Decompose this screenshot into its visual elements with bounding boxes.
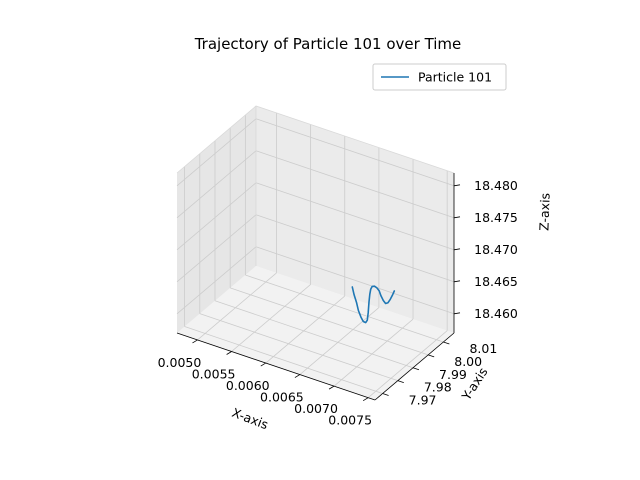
legend-label-particle-101: Particle 101: [418, 70, 492, 85]
y-grid-floor-line: [184, 326, 383, 394]
x-tick-label: 0.0060: [226, 378, 270, 393]
x-tick-mark: [226, 351, 232, 355]
z-grid-side-line: [176, 214, 257, 283]
z-grid-side-line: [176, 182, 257, 251]
z-grid-side-line: [176, 246, 257, 315]
z-tick-mark: [453, 280, 461, 283]
z-tick-label: 18.460: [474, 306, 518, 321]
y-grid-floor-line: [230, 287, 429, 356]
y-tick-mark: [397, 380, 404, 384]
z-grid-wall-line: [255, 118, 455, 187]
z-tick-label: 18.480: [474, 178, 518, 193]
x-grid-floor-line: [367, 330, 448, 398]
y-tick-label: 7.98: [424, 380, 452, 395]
z-tick-label: 18.475: [474, 210, 518, 225]
z-grid-wall-line: [255, 246, 455, 315]
z-tick-mark: [453, 312, 461, 315]
y-tick-mark: [412, 367, 420, 371]
x-axis-line: [176, 332, 376, 401]
z-tick-label: 18.465: [474, 274, 518, 289]
y-tick-label: 7.97: [409, 393, 437, 408]
axes-grid: [176, 112, 455, 398]
chart-title: Trajectory of Particle 101 over Time: [194, 35, 462, 53]
z-grid-wall-line: [255, 214, 455, 283]
x-axis-label: X-axis: [230, 405, 270, 432]
z-grid-side-line: [176, 150, 257, 219]
y-tick-mark: [443, 341, 450, 345]
z-grid-side-line: [176, 118, 257, 187]
x-tick-label: 0.0050: [158, 355, 202, 370]
pane-side-wall: [177, 106, 256, 333]
x-grid-floor-line: [299, 307, 380, 375]
y-tick-mark: [428, 354, 435, 358]
axes-edges: [176, 105, 455, 401]
x-tick-mark: [328, 385, 335, 390]
x-tick-label: 0.0055: [192, 366, 236, 381]
y-tick-mark: [382, 393, 389, 396]
y-tick-label: 8.01: [469, 341, 497, 356]
y-grid-floor-line: [214, 300, 414, 369]
y-tick-label: 8.00: [454, 354, 482, 369]
x-tick-label: 0.0065: [260, 390, 304, 405]
z-tick-mark: [453, 184, 461, 187]
z-tick-label: 18.470: [474, 242, 518, 257]
z-tick-mark: [453, 216, 461, 219]
x-tick-mark: [362, 397, 369, 402]
x-grid-floor-line: [231, 284, 311, 352]
legend: Particle 101: [372, 63, 507, 91]
x-tick-label: 0.0070: [294, 401, 338, 416]
pane-floor: [177, 266, 454, 400]
series-line-particle-101: [351, 285, 396, 324]
x-grid-floor-line: [197, 272, 277, 341]
pane-back-wall: [256, 106, 454, 333]
x-tick-mark: [192, 339, 198, 344]
legend-frame: [372, 63, 507, 91]
z-grid-wall-line: [255, 150, 455, 219]
y-grid-floor-line: [245, 274, 444, 343]
series-layer: [351, 285, 396, 324]
y-tick-label: 7.99: [439, 367, 467, 382]
x-tick-mark: [294, 374, 301, 378]
axes-panes: [177, 106, 454, 400]
y-axis-line: [374, 332, 455, 401]
x-grid-floor-line: [333, 318, 414, 387]
x-grid-floor-line: [265, 295, 346, 364]
x-tick-label: 0.0075: [328, 413, 372, 428]
z-axis-label: Z-axis: [536, 193, 552, 231]
x-tick-mark: [260, 362, 266, 367]
y-grid-floor-line: [199, 313, 398, 382]
z-tick-mark: [453, 248, 461, 251]
z-grid-wall-line: [255, 182, 455, 251]
